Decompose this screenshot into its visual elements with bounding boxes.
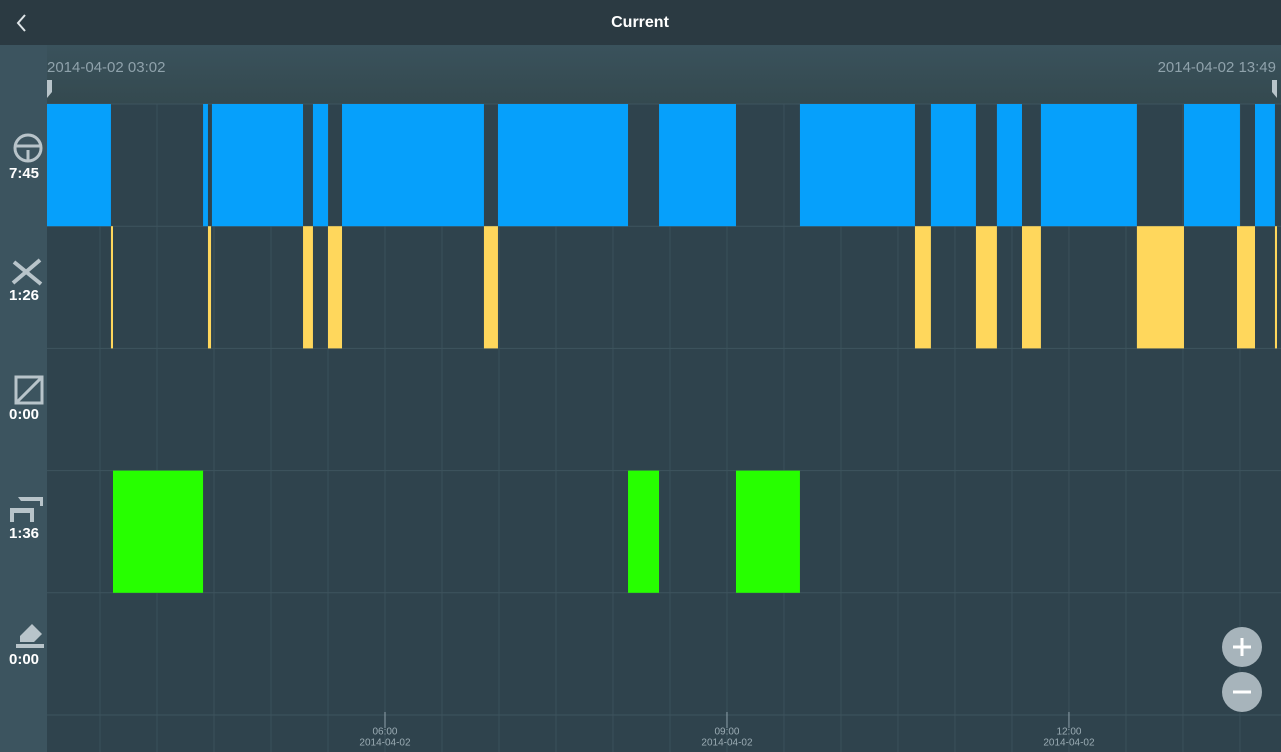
activity-segment [1136,226,1184,349]
activity-total: 1:26 [9,287,39,304]
activity-segment [996,104,1022,227]
activity-segment [659,104,736,227]
activity-segment [342,104,484,227]
zoom-in-icon [1233,638,1251,656]
x-tick-date: 2014-04-02 [359,738,411,749]
activity-segment [975,226,997,349]
activity-segment [799,104,915,227]
icon-work [11,258,43,286]
activity-segment [312,104,328,227]
rows [47,104,1277,593]
activity-total: 1:36 [9,525,39,542]
icon-driving [13,133,43,163]
activity-segment [203,104,208,227]
x-tick-label: 09:00 [714,727,739,738]
range-handle[interactable] [47,80,52,98]
range-handle[interactable] [1272,80,1277,98]
activity-segment [327,226,343,349]
x-tick-date: 2014-04-02 [1043,738,1095,749]
x-tick-label: 06:00 [372,727,397,738]
activity-segment [735,470,800,593]
range-band [0,45,1281,104]
activity-total: 7:45 [9,165,39,182]
activity-segment [930,104,976,227]
activity-segment [914,226,931,349]
activity-segment [211,104,304,227]
title: Current [611,14,669,31]
icon-unknown [16,624,44,648]
activity-segment [1040,104,1137,227]
activity-segment [1183,104,1240,227]
x-tick-label: 12:00 [1056,727,1081,738]
activity-segment [113,470,204,593]
activity-segment [1254,104,1275,227]
range-end: 2014-04-02 13:49 [1158,59,1276,76]
activity-segment [110,226,114,349]
activity-segment [497,104,629,227]
activity-segment [207,226,212,349]
header [0,0,1281,45]
range-start: 2014-04-02 03:02 [47,59,165,76]
activity-segment [483,226,498,349]
activity-total: 0:00 [9,651,39,668]
back-button[interactable] [16,14,26,32]
activity-segment [1274,226,1277,349]
activity-total: 0:00 [9,406,39,423]
activity-segment [1236,226,1255,349]
activity-segment [1021,226,1041,349]
activity-segment [47,104,111,227]
icon-availability [14,375,44,405]
activity-segment [628,470,660,593]
activity-segment [303,226,313,349]
x-tick-date: 2014-04-02 [701,738,753,749]
icon-rest [10,497,43,522]
